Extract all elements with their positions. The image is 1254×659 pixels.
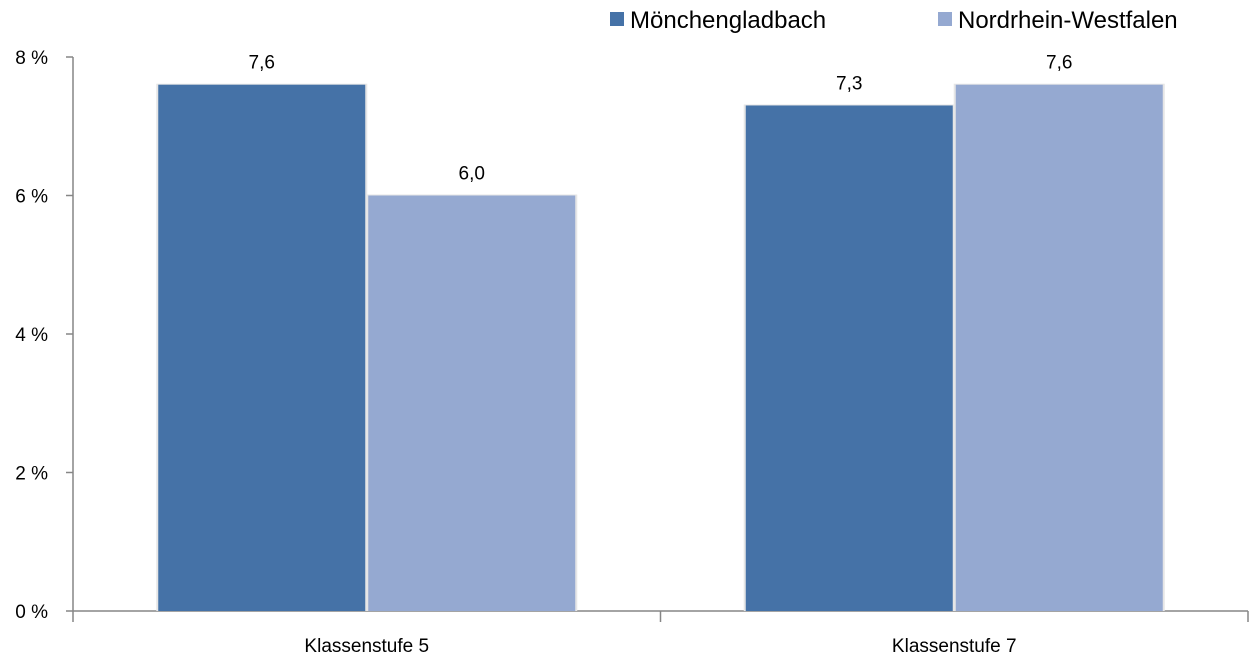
- y-axis: 0 % 2 % 4 % 6 % 8 %: [15, 48, 74, 623]
- legend-label: Mönchengladbach: [630, 7, 826, 34]
- bar: [368, 195, 576, 611]
- bar: [955, 84, 1163, 611]
- data-labels: 7,6 6,0 7,3 7,6: [249, 53, 1073, 185]
- x-tick-label: Klassenstufe 5: [304, 636, 429, 657]
- bars: [156, 83, 1165, 611]
- x-axis: Klassenstufe 5 Klassenstufe 7: [72, 610, 1249, 657]
- y-tick-label: 2 %: [15, 464, 48, 485]
- data-label: 6,0: [459, 164, 485, 185]
- data-label: 7,6: [249, 53, 275, 74]
- y-tick-label: 6 %: [15, 187, 48, 208]
- x-tick-label: Klassenstufe 7: [892, 636, 1017, 657]
- bar: [158, 84, 366, 611]
- y-tick-label: 4 %: [15, 325, 48, 346]
- legend-swatch: [610, 12, 624, 26]
- bar: [745, 105, 953, 611]
- data-label: 7,6: [1046, 53, 1072, 74]
- legend: Mönchengladbach Nordrhein-Westfalen: [610, 7, 1178, 34]
- y-tick-label: 0 %: [15, 602, 48, 623]
- legend-swatch: [938, 12, 952, 26]
- data-label: 7,3: [836, 73, 862, 94]
- y-tick-label: 8 %: [15, 48, 48, 69]
- legend-label: Nordrhein-Westfalen: [958, 7, 1178, 34]
